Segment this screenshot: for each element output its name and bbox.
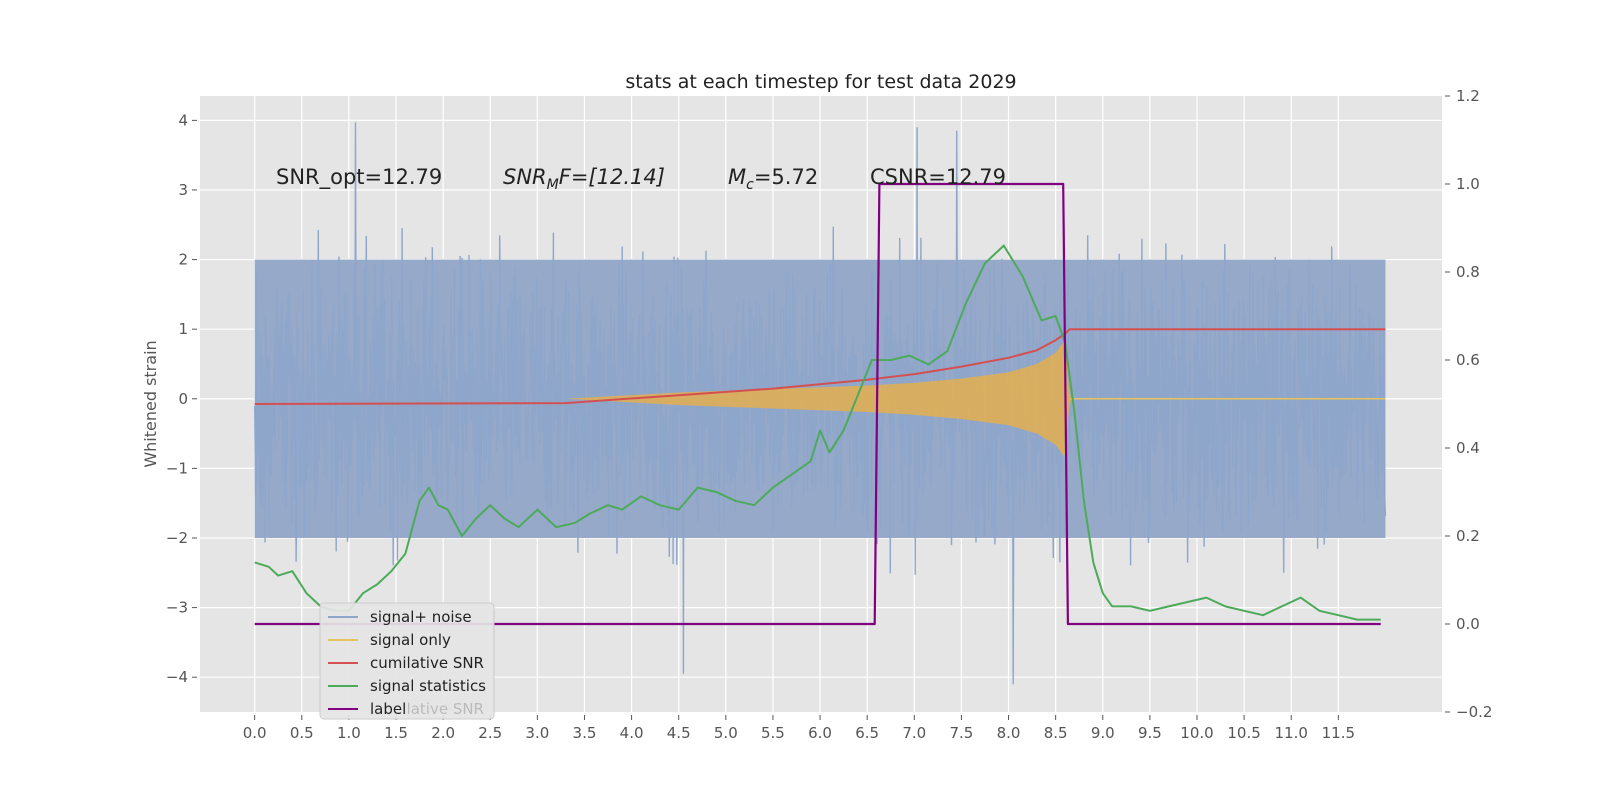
y2-tick-label: 0.0 [1456,615,1480,633]
y2-tick-label: −0.2 [1456,703,1492,721]
x-tick-label: 2.0 [431,724,455,742]
legend-label-signal-noise: signal+ noise [370,608,472,626]
y-tick-label: 3 [178,181,188,199]
y2-tick-label: 0.8 [1456,263,1480,281]
mc-subscript: c [746,177,754,193]
x-axis: 0.0 0.5 1.0 1.5 2.0 2.5 3.0 3.5 4.0 4.5 5.0 5.5 6.0 6… [243,715,1355,742]
x-tick-label: 4.0 [620,724,644,742]
y-tick-label: 2 [178,251,188,269]
mc-name: M [728,165,746,189]
legend-box [319,602,495,720]
snr-mf-subscript: M [547,177,559,193]
x-tick-label: 2.5 [478,724,502,742]
y2-tick-label: 1.2 [1456,87,1480,105]
y-tick-label: 4 [178,111,188,129]
left-axis: 4 3 2 1 0 −1 −2 −3 −4 [166,111,197,686]
signal-noise-line [254,122,1387,685]
legend-label-signal-statistics: signal statistics [370,677,486,695]
x-tick-label: 10.5 [1227,724,1260,742]
y-tick-label: −3 [166,599,188,617]
x-tick-label: 3.0 [525,724,549,742]
x-tick-label: 4.5 [667,724,691,742]
x-tick-label: 8.5 [1044,724,1068,742]
snr-opt-annotation: SNR_opt=12.79 [276,165,442,190]
mc-annotation: Mc=5.72 [728,165,818,193]
y-tick-label: −2 [166,529,188,547]
x-tick-label: 3.5 [573,724,597,742]
x-tick-label: 6.5 [855,724,879,742]
signal-statistics-line [254,244,1381,621]
y-axis-label: Whitened strain [141,340,160,467]
y-tick-label: 1 [178,320,188,338]
x-tick-label: 11.0 [1275,724,1308,742]
y2-tick-label: 1.0 [1456,175,1480,193]
x-tick-label: 7.0 [902,724,926,742]
x-tick-label: 1.0 [337,724,361,742]
x-tick-label: 9.5 [1138,724,1162,742]
label-line [254,182,1381,626]
x-tick-label: 0.5 [290,724,314,742]
y2-tick-label: 0.2 [1456,527,1480,545]
legend: cumilative SNR signal+ noise signal only… [319,602,495,720]
x-tick-label: 9.0 [1091,724,1115,742]
legend-label-bg [368,697,408,716]
x-tick-label: 6.0 [808,724,832,742]
y2-tick-label: 0.4 [1456,439,1480,457]
x-tick-label: 11.5 [1322,724,1355,742]
y-tick-label: −1 [166,459,188,477]
signal-only-envelope [254,340,1386,457]
snr-mf-rest: F=[12.14] [559,165,665,189]
x-tick-label: 0.0 [243,724,267,742]
x-tick-label: 5.0 [714,724,738,742]
series-layer [254,122,1387,685]
legend-label-label: label [370,700,406,718]
chart-title: stats at each timestep for test data 202… [625,71,1016,93]
x-tick-label: 7.5 [949,724,973,742]
x-tick-label: 5.5 [761,724,785,742]
right-axis: 1.2 1.0 0.8 0.6 0.4 0.2 0.0 −0.2 [1445,87,1492,721]
y-tick-label: 0 [178,390,188,408]
legend-label-cumulative-snr: cumilative SNR [370,654,484,672]
snr-mf-name: SNR [503,165,547,189]
snr-mf-annotation: SNRMF=[12.14] [503,165,665,193]
legend-label-signal-only: signal only [370,631,451,649]
csnr-annotation: CSNR=12.79 [870,165,1006,189]
x-tick-label: 10.0 [1180,724,1213,742]
x-tick-label: 8.0 [997,724,1021,742]
y-tick-label: −4 [166,668,188,686]
x-tick-label: 1.5 [384,724,408,742]
mc-rest: =5.72 [754,165,818,189]
y2-tick-label: 0.6 [1456,351,1480,369]
